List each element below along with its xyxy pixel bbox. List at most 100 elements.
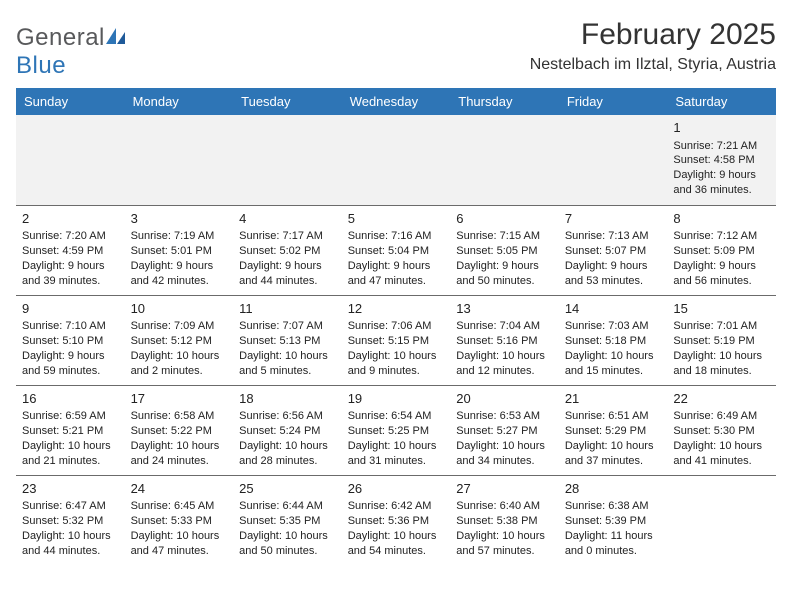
day-header: Tuesday — [233, 88, 342, 115]
calendar-cell — [559, 115, 668, 205]
sunrise-text: Sunrise: 7:15 AM — [456, 229, 553, 244]
day-number: 2 — [22, 210, 119, 228]
page-header: General Blue February 2025 Nestelbach im… — [16, 18, 776, 80]
calendar-cell: 17Sunrise: 6:58 AMSunset: 5:22 PMDayligh… — [125, 385, 234, 475]
day-number: 27 — [456, 480, 553, 498]
day-header: Wednesday — [342, 88, 451, 115]
calendar-cell: 11Sunrise: 7:07 AMSunset: 5:13 PMDayligh… — [233, 295, 342, 385]
sunrise-text: Sunrise: 6:47 AM — [22, 499, 119, 514]
calendar-cell: 1Sunrise: 7:21 AMSunset: 4:58 PMDaylight… — [667, 115, 776, 205]
daylight-text: Daylight: 9 hours and 59 minutes. — [22, 349, 119, 379]
day-number: 11 — [239, 300, 336, 318]
sunrise-text: Sunrise: 7:04 AM — [456, 319, 553, 334]
brand-logo: General Blue — [16, 24, 127, 80]
daylight-text: Daylight: 10 hours and 31 minutes. — [348, 439, 445, 469]
day-number: 5 — [348, 210, 445, 228]
calendar-week-row: 16Sunrise: 6:59 AMSunset: 5:21 PMDayligh… — [16, 385, 776, 475]
sunset-text: Sunset: 5:22 PM — [131, 424, 228, 439]
sunrise-text: Sunrise: 7:17 AM — [239, 229, 336, 244]
day-number: 3 — [131, 210, 228, 228]
calendar-cell: 12Sunrise: 7:06 AMSunset: 5:15 PMDayligh… — [342, 295, 451, 385]
day-header: Sunday — [16, 88, 125, 115]
sunrise-text: Sunrise: 7:06 AM — [348, 319, 445, 334]
logo-text: General Blue — [16, 24, 127, 80]
calendar-cell: 25Sunrise: 6:44 AMSunset: 5:35 PMDayligh… — [233, 475, 342, 565]
calendar-cell: 2Sunrise: 7:20 AMSunset: 4:59 PMDaylight… — [16, 205, 125, 295]
sunset-text: Sunset: 5:19 PM — [673, 334, 770, 349]
day-header: Thursday — [450, 88, 559, 115]
sunset-text: Sunset: 5:35 PM — [239, 514, 336, 529]
sunrise-text: Sunrise: 7:19 AM — [131, 229, 228, 244]
day-header: Friday — [559, 88, 668, 115]
day-number: 4 — [239, 210, 336, 228]
month-title: February 2025 — [530, 18, 776, 52]
calendar-cell: 26Sunrise: 6:42 AMSunset: 5:36 PMDayligh… — [342, 475, 451, 565]
sunrise-text: Sunrise: 7:12 AM — [673, 229, 770, 244]
sunset-text: Sunset: 5:25 PM — [348, 424, 445, 439]
daylight-text: Daylight: 10 hours and 50 minutes. — [239, 529, 336, 559]
day-number: 8 — [673, 210, 770, 228]
calendar-cell: 3Sunrise: 7:19 AMSunset: 5:01 PMDaylight… — [125, 205, 234, 295]
calendar-week-row: 2Sunrise: 7:20 AMSunset: 4:59 PMDaylight… — [16, 205, 776, 295]
sunrise-text: Sunrise: 6:40 AM — [456, 499, 553, 514]
sunrise-text: Sunrise: 7:01 AM — [673, 319, 770, 334]
daylight-text: Daylight: 9 hours and 36 minutes. — [673, 168, 770, 198]
calendar-header-row: SundayMondayTuesdayWednesdayThursdayFrid… — [16, 88, 776, 115]
day-number: 1 — [673, 119, 770, 137]
day-number: 13 — [456, 300, 553, 318]
calendar-body: 1Sunrise: 7:21 AMSunset: 4:58 PMDaylight… — [16, 115, 776, 565]
daylight-text: Daylight: 10 hours and 44 minutes. — [22, 529, 119, 559]
sunset-text: Sunset: 5:02 PM — [239, 244, 336, 259]
sunset-text: Sunset: 5:39 PM — [565, 514, 662, 529]
sunrise-text: Sunrise: 6:56 AM — [239, 409, 336, 424]
daylight-text: Daylight: 9 hours and 39 minutes. — [22, 259, 119, 289]
daylight-text: Daylight: 10 hours and 21 minutes. — [22, 439, 119, 469]
calendar-cell: 16Sunrise: 6:59 AMSunset: 5:21 PMDayligh… — [16, 385, 125, 475]
sunrise-text: Sunrise: 6:42 AM — [348, 499, 445, 514]
sunrise-text: Sunrise: 6:45 AM — [131, 499, 228, 514]
calendar-cell: 5Sunrise: 7:16 AMSunset: 5:04 PMDaylight… — [342, 205, 451, 295]
calendar-cell: 4Sunrise: 7:17 AMSunset: 5:02 PMDaylight… — [233, 205, 342, 295]
day-number: 10 — [131, 300, 228, 318]
calendar-cell: 10Sunrise: 7:09 AMSunset: 5:12 PMDayligh… — [125, 295, 234, 385]
sunset-text: Sunset: 5:12 PM — [131, 334, 228, 349]
sunset-text: Sunset: 5:38 PM — [456, 514, 553, 529]
daylight-text: Daylight: 10 hours and 5 minutes. — [239, 349, 336, 379]
title-block: February 2025 Nestelbach im Ilztal, Styr… — [530, 18, 776, 74]
sunrise-text: Sunrise: 6:53 AM — [456, 409, 553, 424]
calendar-week-row: 9Sunrise: 7:10 AMSunset: 5:10 PMDaylight… — [16, 295, 776, 385]
sunrise-text: Sunrise: 7:13 AM — [565, 229, 662, 244]
day-number: 9 — [22, 300, 119, 318]
calendar-cell — [16, 115, 125, 205]
sunrise-text: Sunrise: 7:10 AM — [22, 319, 119, 334]
daylight-text: Daylight: 10 hours and 18 minutes. — [673, 349, 770, 379]
day-number: 24 — [131, 480, 228, 498]
day-header: Monday — [125, 88, 234, 115]
calendar-cell: 7Sunrise: 7:13 AMSunset: 5:07 PMDaylight… — [559, 205, 668, 295]
calendar-cell: 14Sunrise: 7:03 AMSunset: 5:18 PMDayligh… — [559, 295, 668, 385]
calendar-cell: 18Sunrise: 6:56 AMSunset: 5:24 PMDayligh… — [233, 385, 342, 475]
logo-word-2: Blue — [16, 52, 66, 79]
sunrise-text: Sunrise: 7:09 AM — [131, 319, 228, 334]
daylight-text: Daylight: 10 hours and 41 minutes. — [673, 439, 770, 469]
day-number: 15 — [673, 300, 770, 318]
sunset-text: Sunset: 5:10 PM — [22, 334, 119, 349]
sunset-text: Sunset: 5:05 PM — [456, 244, 553, 259]
sunrise-text: Sunrise: 7:03 AM — [565, 319, 662, 334]
calendar-cell: 13Sunrise: 7:04 AMSunset: 5:16 PMDayligh… — [450, 295, 559, 385]
calendar-table: SundayMondayTuesdayWednesdayThursdayFrid… — [16, 88, 776, 565]
daylight-text: Daylight: 9 hours and 47 minutes. — [348, 259, 445, 289]
sunset-text: Sunset: 5:13 PM — [239, 334, 336, 349]
daylight-text: Daylight: 11 hours and 0 minutes. — [565, 529, 662, 559]
sunset-text: Sunset: 4:58 PM — [673, 153, 770, 168]
daylight-text: Daylight: 10 hours and 54 minutes. — [348, 529, 445, 559]
sunset-text: Sunset: 5:01 PM — [131, 244, 228, 259]
calendar-cell: 27Sunrise: 6:40 AMSunset: 5:38 PMDayligh… — [450, 475, 559, 565]
calendar-cell — [342, 115, 451, 205]
day-number: 25 — [239, 480, 336, 498]
calendar-cell: 22Sunrise: 6:49 AMSunset: 5:30 PMDayligh… — [667, 385, 776, 475]
sunrise-text: Sunrise: 7:07 AM — [239, 319, 336, 334]
sunset-text: Sunset: 5:04 PM — [348, 244, 445, 259]
sunrise-text: Sunrise: 6:51 AM — [565, 409, 662, 424]
sunrise-text: Sunrise: 6:44 AM — [239, 499, 336, 514]
